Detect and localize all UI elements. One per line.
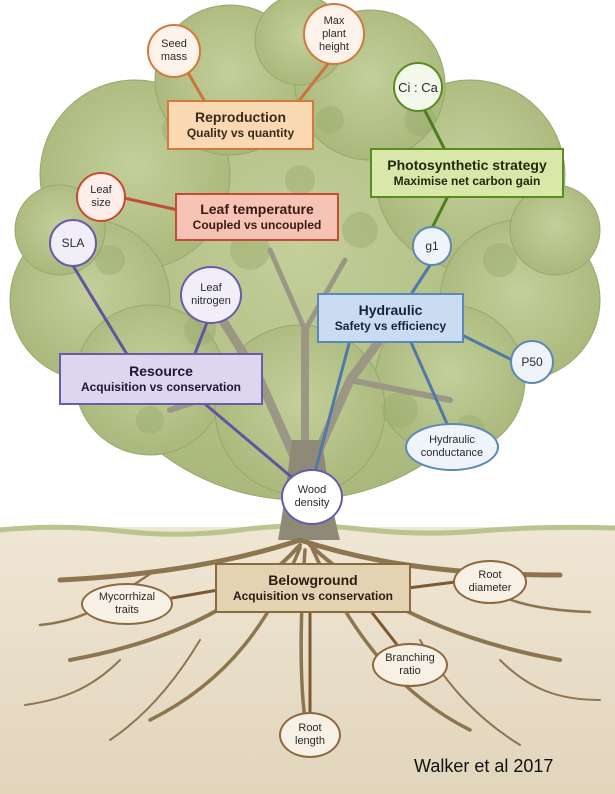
hydraulic-title: Hydraulic: [358, 302, 423, 318]
leaf-nitrogen-label-2: nitrogen: [191, 295, 231, 307]
ci-ca-node: Ci : Ca: [393, 62, 443, 112]
g1-label: g1: [425, 238, 439, 253]
branching-ratio-label-1: Branching: [385, 652, 435, 664]
mycorrhizal-traits-label-1: Mycorrhizal: [98, 591, 156, 603]
sla-node: SLA: [49, 219, 97, 267]
mycorrhizal-traits-label-2: traits: [115, 604, 139, 616]
resource-subtitle: Acquisition vs conservation: [80, 380, 242, 394]
belowground-box: Belowground Acquisition vs conservation: [215, 563, 411, 613]
root-length-node: Root length: [279, 712, 341, 758]
leaf-temperature-title: Leaf temperature: [200, 201, 314, 217]
citation-credit: Walker et al 2017: [414, 756, 554, 776]
p50-node: P50: [510, 340, 554, 384]
branching-ratio-node: Branching ratio: [372, 643, 448, 687]
root-diameter-node: Root diameter: [453, 560, 527, 604]
root-length-label-1: Root: [298, 722, 322, 734]
max-plant-height-node: Max plant height: [303, 3, 365, 65]
reproduction-box: Reproduction Quality vs quantity: [167, 100, 314, 150]
hydraulic-subtitle: Safety vs efficiency: [334, 319, 447, 333]
resource-box: Resource Acquisition vs conservation: [59, 353, 263, 405]
photosynthetic-title: Photosynthetic strategy: [387, 157, 547, 173]
resource-title: Resource: [129, 363, 193, 379]
reproduction-subtitle: Quality vs quantity: [186, 126, 295, 140]
leaf-temperature-box: Leaf temperature Coupled vs uncoupled: [175, 193, 339, 241]
leaf-nitrogen-node: Leaf nitrogen: [180, 266, 242, 324]
hydraulic-conductance-label-2: conductance: [420, 447, 484, 459]
seed-mass-label-2: mass: [160, 51, 188, 63]
leaf-size-label-2: size: [91, 197, 111, 209]
wood-density-label-1: Wood: [297, 484, 327, 496]
leaf-nitrogen-label-1: Leaf: [200, 282, 222, 294]
hydraulic-box: Hydraulic Safety vs efficiency: [317, 293, 464, 343]
belowground-subtitle: Acquisition vs conservation: [232, 589, 394, 603]
leaf-size-label-1: Leaf: [90, 184, 112, 196]
root-length-label-2: length: [295, 735, 325, 747]
root-diameter-label-1: Root: [478, 569, 502, 581]
mycorrhizal-traits-node: Mycorrhizal traits: [81, 583, 173, 625]
wood-density-node: Wood density: [281, 469, 343, 525]
leaf-size-node: Leaf size: [76, 172, 126, 222]
g1-node: g1: [412, 226, 452, 266]
max-plant-height-label-3: height: [319, 40, 349, 53]
max-plant-height-label-2: plant: [322, 27, 346, 40]
photosynthetic-subtitle: Maximise net carbon gain: [393, 174, 541, 188]
belowground-title: Belowground: [268, 572, 358, 588]
canopy-texture: [95, 104, 517, 445]
seed-mass-node: Seed mass: [147, 24, 201, 78]
seed-mass-label-1: Seed: [161, 38, 187, 50]
ci-ca-label: Ci : Ca: [398, 79, 438, 95]
reproduction-title: Reproduction: [195, 109, 286, 125]
max-plant-height-label-1: Max: [323, 14, 345, 27]
root-diameter-label-2: diameter: [468, 582, 512, 594]
photosynthetic-strategy-box: Photosynthetic strategy Maximise net car…: [370, 148, 564, 198]
leaf-temperature-subtitle: Coupled vs uncoupled: [192, 218, 322, 232]
branching-ratio-label-2: ratio: [399, 665, 421, 677]
hydraulic-conductance-label-1: Hydraulic: [429, 434, 475, 446]
sla-label: SLA: [61, 235, 85, 250]
wood-density-label-2: density: [294, 497, 330, 509]
hydraulic-conductance-node: Hydraulic conductance: [405, 423, 499, 471]
p50-label: P50: [521, 354, 543, 369]
